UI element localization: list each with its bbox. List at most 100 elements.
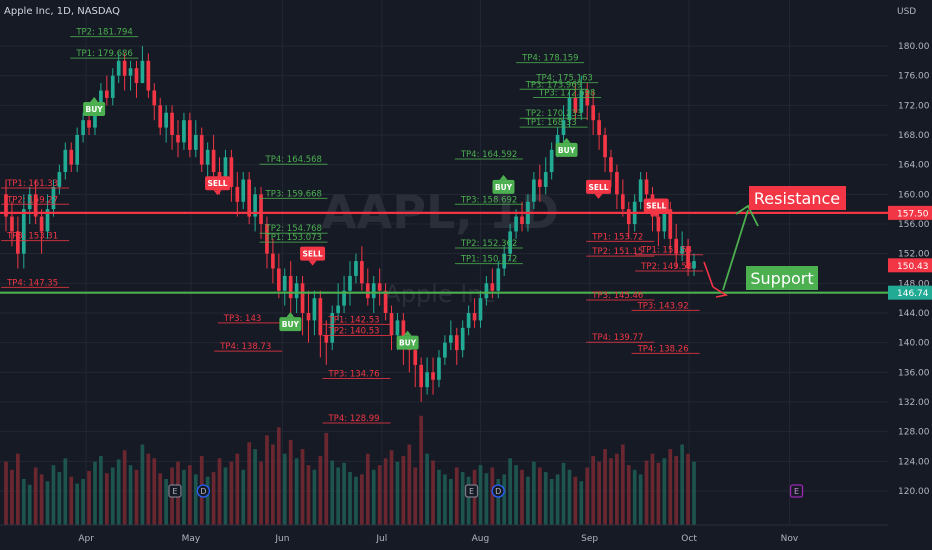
volume-bar [193,474,198,525]
sell-signal[interactable]: SELL [205,176,231,196]
candle-body [152,90,157,106]
candle-body [39,216,44,232]
candle-body [259,194,263,224]
volume-bar [116,459,121,525]
signal-box [83,102,106,117]
candle-body [454,335,459,351]
time-axis-ticks[interactable]: Apr May Jun Jul Aug Sep Oct Nov [78,534,799,544]
target-label: TP4: 164.592 [460,150,517,160]
volume-bar [502,474,507,525]
dividend-icon [196,484,211,498]
volume-bar [603,449,607,525]
candle-body [508,231,512,254]
volume-bar [241,469,246,525]
candle-body [638,179,643,202]
event-label: E [794,487,799,496]
price-badge-label: 150.43 [897,262,929,272]
target-label: TP3: 145.46 [591,291,643,301]
volume-bar [27,484,32,525]
event-marker[interactable]: D [196,484,211,498]
signal-label: SELL [208,179,228,188]
buy-signal[interactable]: BUY [83,97,106,117]
candle-body [365,283,370,299]
candle-body [549,149,554,173]
event-marker[interactable]: D [491,484,505,498]
volume-bar [134,469,139,525]
candle-body [567,97,572,121]
volume-bar [10,469,14,525]
candle-body [662,209,667,232]
signal-box [492,179,515,194]
target-label: TP1: 153.72 [591,232,643,242]
volume-bar [158,473,163,525]
volume-bar [543,472,548,525]
candle-body [140,60,145,84]
candle-body [437,357,441,380]
candle-body [21,209,26,254]
candle-body [99,90,103,106]
down-arrow-stem [703,261,714,288]
candle-body [543,172,548,187]
volume-bar [478,465,483,525]
volume-bar [122,450,127,525]
price-axis[interactable] [888,0,932,550]
time-tick-label: Oct [681,534,697,544]
signal-markers: BUY SELL SELL BUY BUY BUY BUY SELL SELL [83,97,669,350]
earnings-icon [464,484,479,498]
candle-body [692,261,696,269]
candle-body [205,149,210,165]
event-marker[interactable]: E [464,484,479,498]
candle-body [158,105,163,128]
volume-bar [537,467,542,525]
target-label: TP1: 179.686 [75,49,132,59]
volume-bar [484,473,489,525]
volume-bar [626,465,631,525]
up-arrow-head [735,204,759,227]
target-label: TP3: 143 [223,314,262,324]
volume-bar [182,469,186,525]
buy-signal[interactable]: BUY [492,174,515,194]
volume-bar [63,458,68,525]
volume-bar [692,461,696,525]
candle-body [401,320,406,343]
event-marker[interactable]: E [168,484,182,498]
buy-signal[interactable]: BUY [555,137,578,157]
support-label-box[interactable] [746,266,818,290]
volume-bar [93,461,97,525]
sell-signal[interactable]: SELL [643,198,669,218]
volume-bar [348,472,352,525]
candle-body [104,90,109,98]
candle-body [282,275,287,291]
arrow-down-icon [594,193,603,199]
signal-label: SELL [303,250,323,259]
sell-signal[interactable]: SELL [300,246,326,266]
signal-box [555,142,578,157]
sell-signal[interactable]: SELL [586,179,612,199]
volume-bar [632,469,637,525]
volume-bar [413,467,418,525]
event-marker[interactable]: E [789,484,804,498]
candlesticks [4,46,696,402]
target-label: TP3: 143.92 [637,301,689,311]
volume-bar [211,472,216,525]
buy-signal[interactable]: BUY [279,312,302,332]
signal-label: BUY [282,320,300,329]
target-label: TP2: 149.58 [640,262,692,272]
signal-box [396,335,419,350]
candle-body [431,372,435,380]
buy-signal[interactable]: BUY [396,330,419,350]
candle-body [241,179,246,202]
candle-body [597,120,601,135]
resistance-label-box[interactable] [749,186,846,210]
candle-body [609,157,613,173]
candle-body [276,268,281,291]
candle-body [336,305,340,313]
price-tick-label: 120.00 [898,487,930,497]
signal-box [586,179,612,194]
volume-bar [389,450,394,525]
target-label: TP2: 151.15 [591,247,643,257]
symbol-title[interactable]: Apple Inc, 1D, NASDAQ [4,6,120,17]
volume-bar [496,479,501,525]
volume-bar [152,458,157,525]
